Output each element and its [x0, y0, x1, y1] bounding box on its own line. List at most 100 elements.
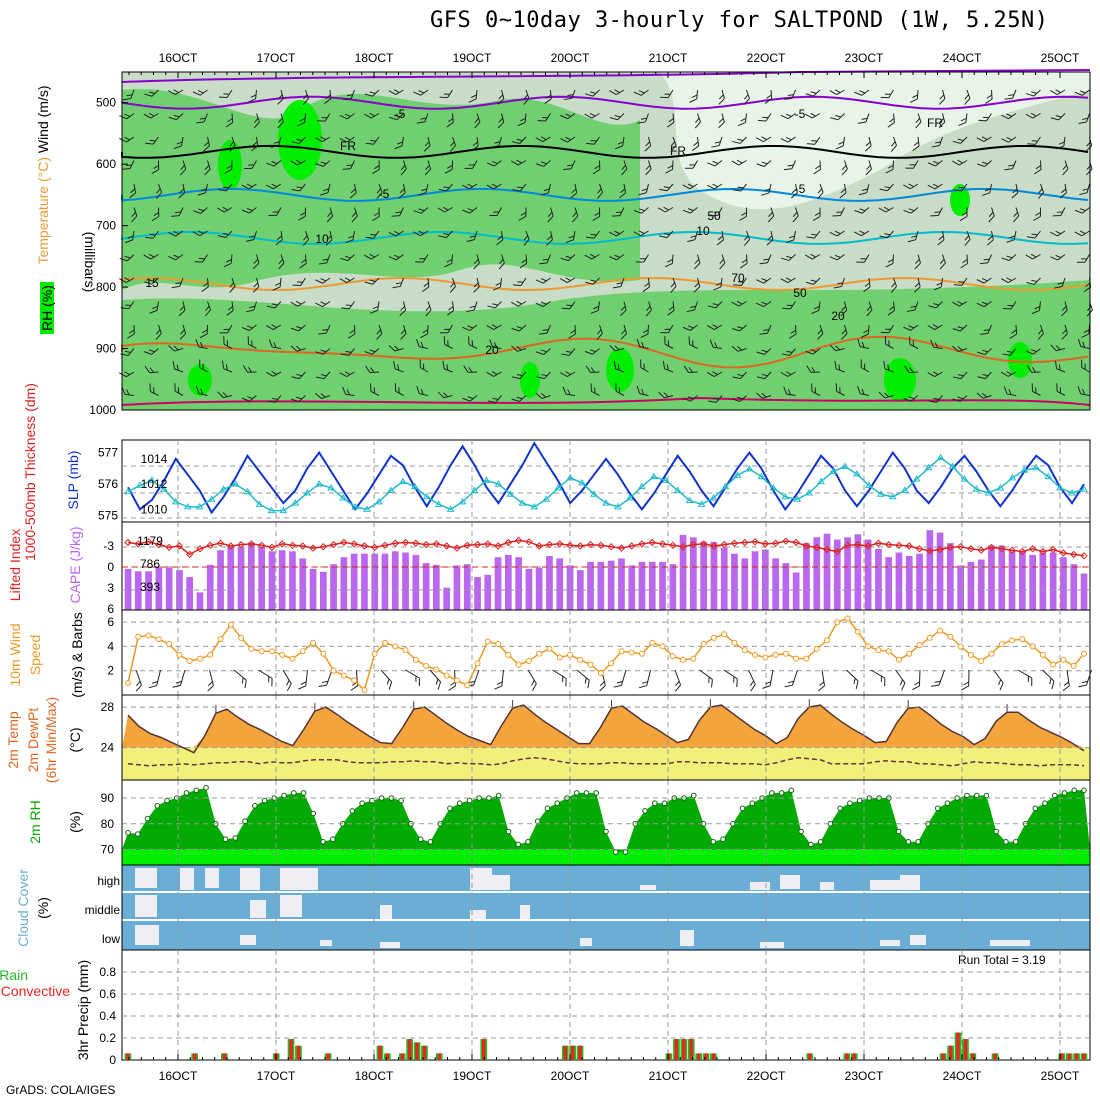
upper-wind-barb-344-feather2 [715, 282, 722, 286]
upper-wind-barb-206-feather2 [272, 211, 279, 213]
upper-wind-barb-98 [560, 136, 576, 143]
upper-wind-barb-525-staff [249, 395, 257, 402]
upper-wind-barb-493 [442, 360, 453, 373]
rh2m-point-10 [222, 836, 229, 843]
upper-wind-barb-317 [1025, 253, 1041, 260]
upper-wind-barb-433-feather2 [932, 324, 939, 328]
upper-wind-barb-111-feather2 [891, 141, 896, 147]
upper-wind-barb-193-feather [927, 184, 936, 190]
upper-wind-barb-155-feather2 [982, 161, 988, 165]
upper-wind-barb-7-feather2 [303, 94, 308, 100]
upper-wind-barb-223-feather2 [687, 208, 694, 212]
upper-wind-barb-386-feather [756, 302, 764, 308]
upper-wind-barb-60 [609, 113, 625, 121]
surface-wind-barb-3-staff [209, 669, 214, 686]
upper-wind-barb-496-feather2 [516, 374, 523, 377]
upper-wind-barb-229-feather2 [836, 211, 843, 213]
upper-wind-barb-550 [857, 385, 870, 396]
upper-wind-barb-331-feather [392, 285, 401, 289]
upper-wind-barb-166 [266, 183, 282, 190]
upper-wind-barb-449-feather2 [345, 350, 352, 353]
upper-wind-barb-166-feather [266, 184, 274, 190]
upper-wind-barb-263-feather [687, 239, 696, 243]
rh2m-point-91 [1012, 839, 1019, 845]
upper-wind-barb-118-feather2 [1058, 141, 1065, 145]
surface-wind-barb-29-feather2 [853, 678, 856, 685]
upper-wind-barb-194-feather2 [958, 186, 964, 189]
upper-wind-barb-189-staff [844, 183, 847, 193]
upper-wind-barb-232-staff [910, 207, 919, 214]
upper-wind-barb-108 [806, 136, 821, 145]
upper-wind-barb-477-feather2 [1030, 349, 1037, 353]
wind10m-ylabel-1-part-0: 10m Wind [7, 623, 23, 686]
upper-wind-barb-116 [1001, 136, 1017, 143]
wind10m-point-65 [793, 655, 800, 662]
upper-wind-barb-71-feather2 [889, 118, 895, 123]
upper-wind-barb-261 [633, 230, 649, 237]
upper-wind-barb-540-staff [615, 390, 625, 396]
upper-wind-barb-303 [693, 254, 701, 270]
upper-wind-barb-537-feather2 [540, 393, 547, 398]
surface-wind-barb-14-feather2 [469, 680, 476, 683]
temp2m-ylabel-2: 2m DewPt [25, 708, 41, 773]
upper-wind-barb-24-feather [718, 98, 725, 105]
upper-wind-barb-297-feather2 [542, 258, 549, 261]
upper-wind-barb-249-feather [345, 239, 354, 244]
upper-wind-barb-419-staff [599, 324, 603, 334]
upper-wind-barb-28-feather2 [810, 91, 817, 94]
upper-wind-barb-158-feather2 [1062, 164, 1067, 171]
rh2m-point-64 [749, 800, 756, 807]
upper-wind-barb-537 [535, 392, 551, 399]
upper-wind-barb-148-feather [813, 169, 821, 175]
cloud-gap-23 [580, 938, 592, 946]
upper-wind-barb-385-feather2 [736, 300, 743, 305]
upper-wind-barb-49 [339, 113, 355, 120]
contour-label-13: 50 [793, 286, 807, 300]
lifted-index-point-69 [833, 547, 841, 556]
upper-wind-barb-405 [241, 324, 257, 331]
upper-wind-barb-34-feather [964, 98, 971, 105]
upper-wind-barb-430-feather2 [863, 329, 869, 334]
slp-point-51 [733, 471, 742, 478]
upper-wind-barb-250-staff [373, 230, 380, 239]
upper-wind-barb-91-feather [394, 145, 403, 150]
precip-conv-bar-127 [1067, 1053, 1071, 1060]
upper-wind-barb-11 [388, 89, 404, 95]
upper-wind-barb-320-feather2 [124, 277, 130, 281]
upper-wind-barb-76 [1001, 113, 1017, 120]
upper-wind-barb-381-feather [645, 309, 652, 317]
upper-wind-barb-37-staff [1033, 89, 1041, 97]
upper-wind-barb-220 [611, 207, 625, 217]
upper-wind-barb-42-feather2 [173, 114, 180, 118]
lifted-index-point-9 [216, 539, 225, 547]
upper-wind-barb-131-feather [400, 168, 407, 176]
upper-wind-barb-550-feather2 [861, 388, 865, 395]
upper-wind-barb-375-staff [494, 301, 502, 309]
upper-wind-barb-333-feather [449, 286, 456, 293]
surface-wind-barb-4-staff [233, 669, 247, 681]
upper-wind-barb-230 [854, 207, 870, 214]
upper-wind-barb-461 [636, 338, 649, 349]
upper-wind-barb-102-feather2 [670, 141, 676, 147]
upper-wind-barb-175-feather2 [491, 183, 498, 188]
upper-wind-barb-469-feather [829, 344, 837, 352]
upper-wind-barb-296-feather2 [521, 259, 527, 264]
surface-wind-barb-27-staff [792, 669, 798, 686]
upper-wind-barb-150-feather2 [866, 164, 871, 170]
upper-wind-barb-249 [345, 230, 355, 244]
cloud-row-label-high: high [97, 874, 120, 888]
wind10m-point-40 [536, 650, 543, 657]
cape-bar-77 [916, 553, 923, 610]
upper-wind-barb-521-feather2 [153, 387, 155, 394]
upper-wind-barb-270-feather2 [859, 230, 865, 235]
upper-wind-barb-472-staff [909, 344, 919, 349]
upper-wind-barb-240-feather [124, 239, 133, 244]
upper-wind-barb-373 [446, 301, 455, 316]
cape-bar-30 [433, 564, 440, 610]
precip-ylabel-right: 3hr Precip (mm) [75, 960, 91, 1060]
upper-wind-barb-550-feather [857, 385, 861, 394]
rh2m-point-67 [778, 790, 785, 796]
top-x-tick-label-7: 23OCT [845, 51, 884, 65]
upper-wind-barb-497-feather [536, 376, 545, 380]
upper-wind-barb-335-staff [500, 277, 502, 288]
